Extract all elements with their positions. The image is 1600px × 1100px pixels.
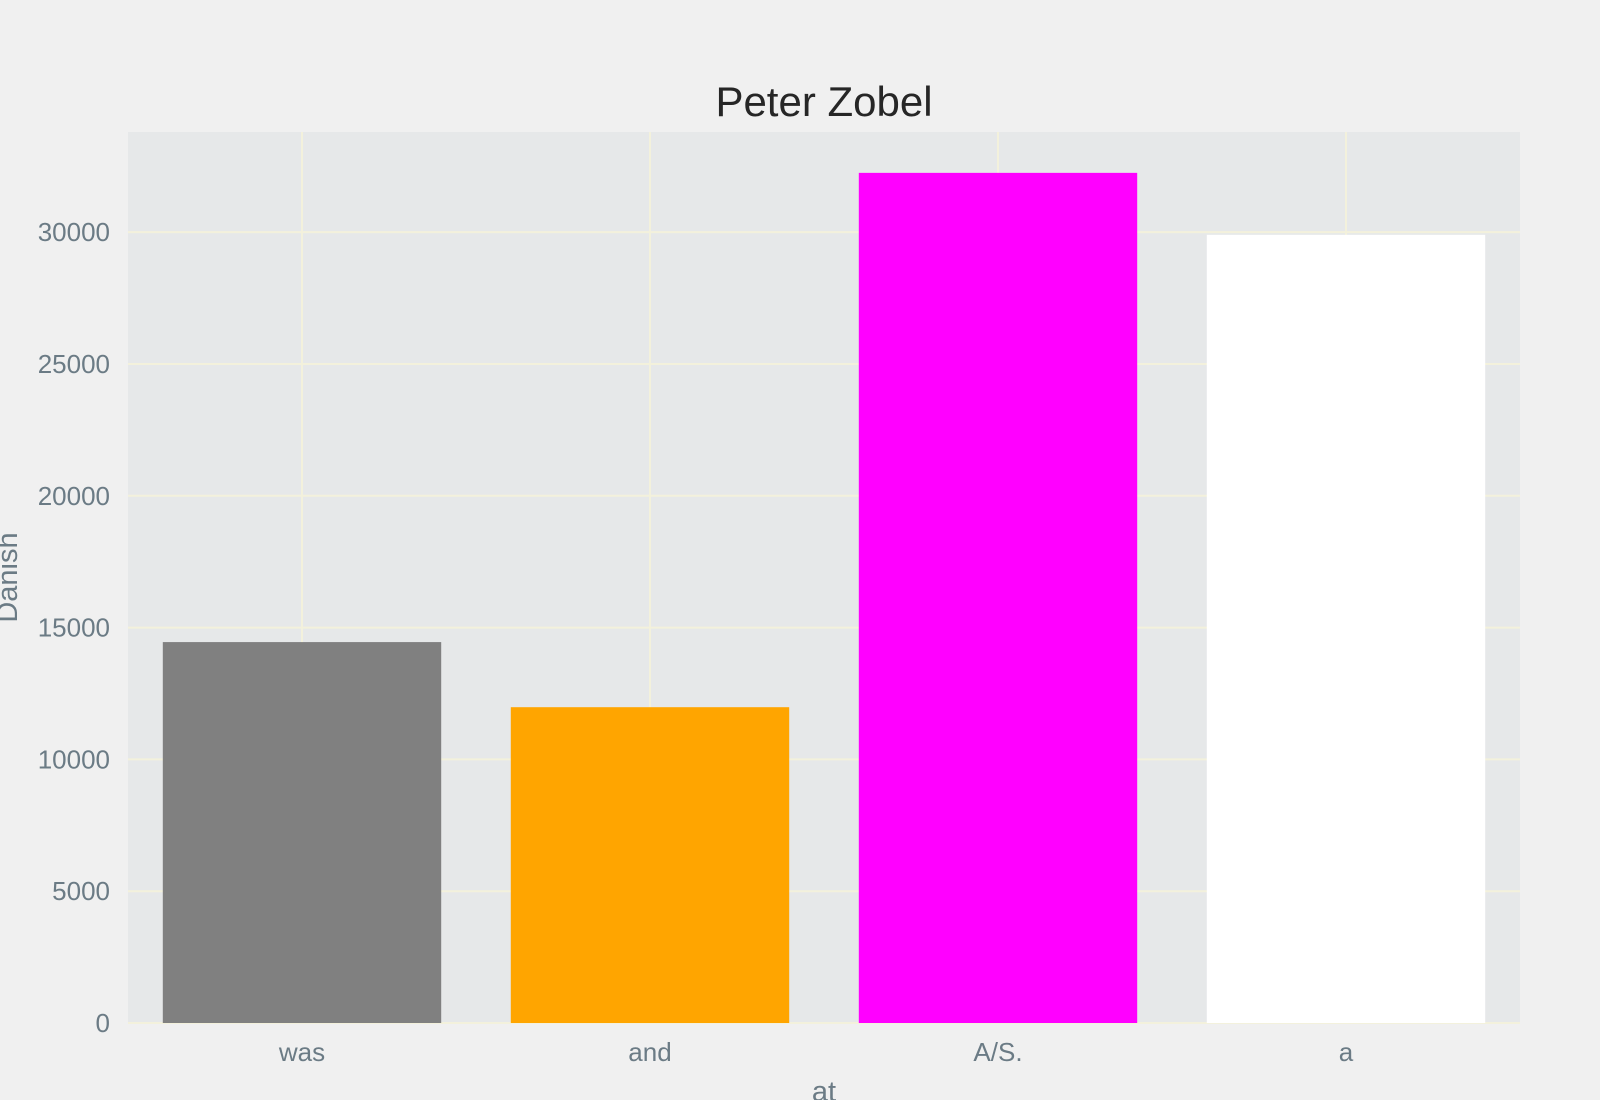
chart-title: Peter Zobel: [715, 78, 932, 125]
y-tick-label: 20000: [38, 481, 110, 511]
bar-a-s: [858, 172, 1138, 1023]
x-tick-label: a: [1339, 1037, 1354, 1067]
x-tick-label: was: [278, 1037, 325, 1067]
y-tick-label: 0: [96, 1008, 110, 1038]
x-axis-ticks: was and A/S. a: [278, 1037, 1354, 1067]
y-tick-label: 10000: [38, 744, 110, 774]
bar-a: [1206, 234, 1486, 1024]
y-tick-label: 25000: [38, 349, 110, 379]
bar-was: [162, 642, 442, 1023]
bars: [162, 172, 1486, 1024]
x-tick-label: and: [628, 1037, 671, 1067]
y-tick-label: 5000: [52, 876, 110, 906]
y-tick-label: 30000: [38, 217, 110, 247]
bar-and: [510, 707, 790, 1023]
y-axis-ticks: 0 5000 10000 15000 20000 25000 30000: [38, 217, 110, 1038]
x-axis-label: at: [812, 1076, 836, 1100]
y-tick-label: 15000: [38, 613, 110, 643]
x-tick-label: A/S.: [973, 1037, 1022, 1067]
y-axis-label: Danish: [0, 532, 24, 622]
